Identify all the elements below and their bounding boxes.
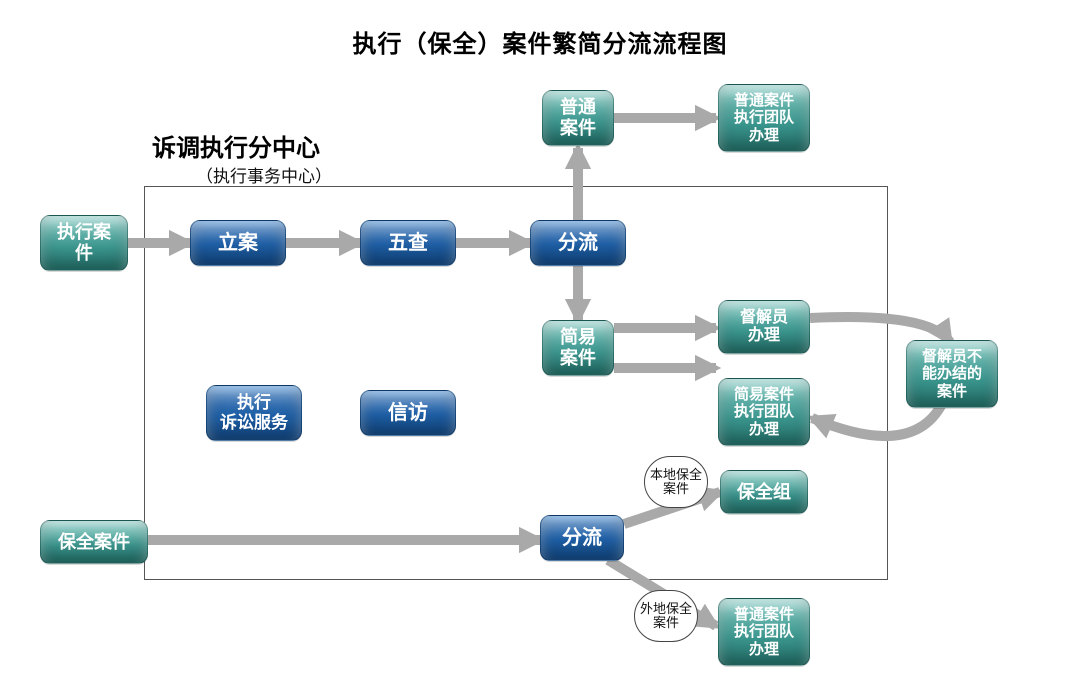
node-preserve-group: 保全组 (720, 470, 808, 514)
node-five-check: 五查 (360, 220, 456, 266)
ellipse-remote-preserve: 外地保全 案件 (634, 590, 698, 642)
subtitle-paren: （执行事务中心） (196, 162, 332, 187)
node-preserve-case: 保全案件 (40, 520, 148, 564)
node-split-2: 分流 (540, 515, 624, 561)
flowchart-canvas: 执行（保全）案件繁简分流流程图 诉调执行分中心 （执行事务中心） 执行案 件保全… (0, 0, 1080, 682)
node-mediator-fail: 督解员不 能办结的 案件 (906, 340, 998, 408)
node-split-1: 分流 (530, 220, 626, 266)
node-petition: 信访 (360, 390, 456, 436)
chart-title: 执行（保全）案件繁简分流流程图 (0, 24, 1080, 59)
node-normal-team: 普通案件 执行团队 办理 (718, 84, 810, 152)
node-normal-team-2: 普通案件 执行团队 办理 (718, 598, 810, 666)
node-exec-service: 执行 诉讼服务 (206, 385, 302, 441)
node-simple-case: 简易 案件 (542, 320, 614, 376)
ellipse-local-preserve: 本地保全 案件 (644, 456, 708, 508)
node-exec-case: 执行案 件 (40, 215, 128, 271)
node-normal-case: 普通 案件 (542, 90, 614, 146)
subtitle-main: 诉调执行分中心 (152, 128, 320, 163)
node-file-case: 立案 (190, 220, 286, 266)
node-mediator: 督解员 办理 (718, 300, 810, 354)
node-simple-team: 简易案件 执行团队 办理 (718, 378, 810, 446)
